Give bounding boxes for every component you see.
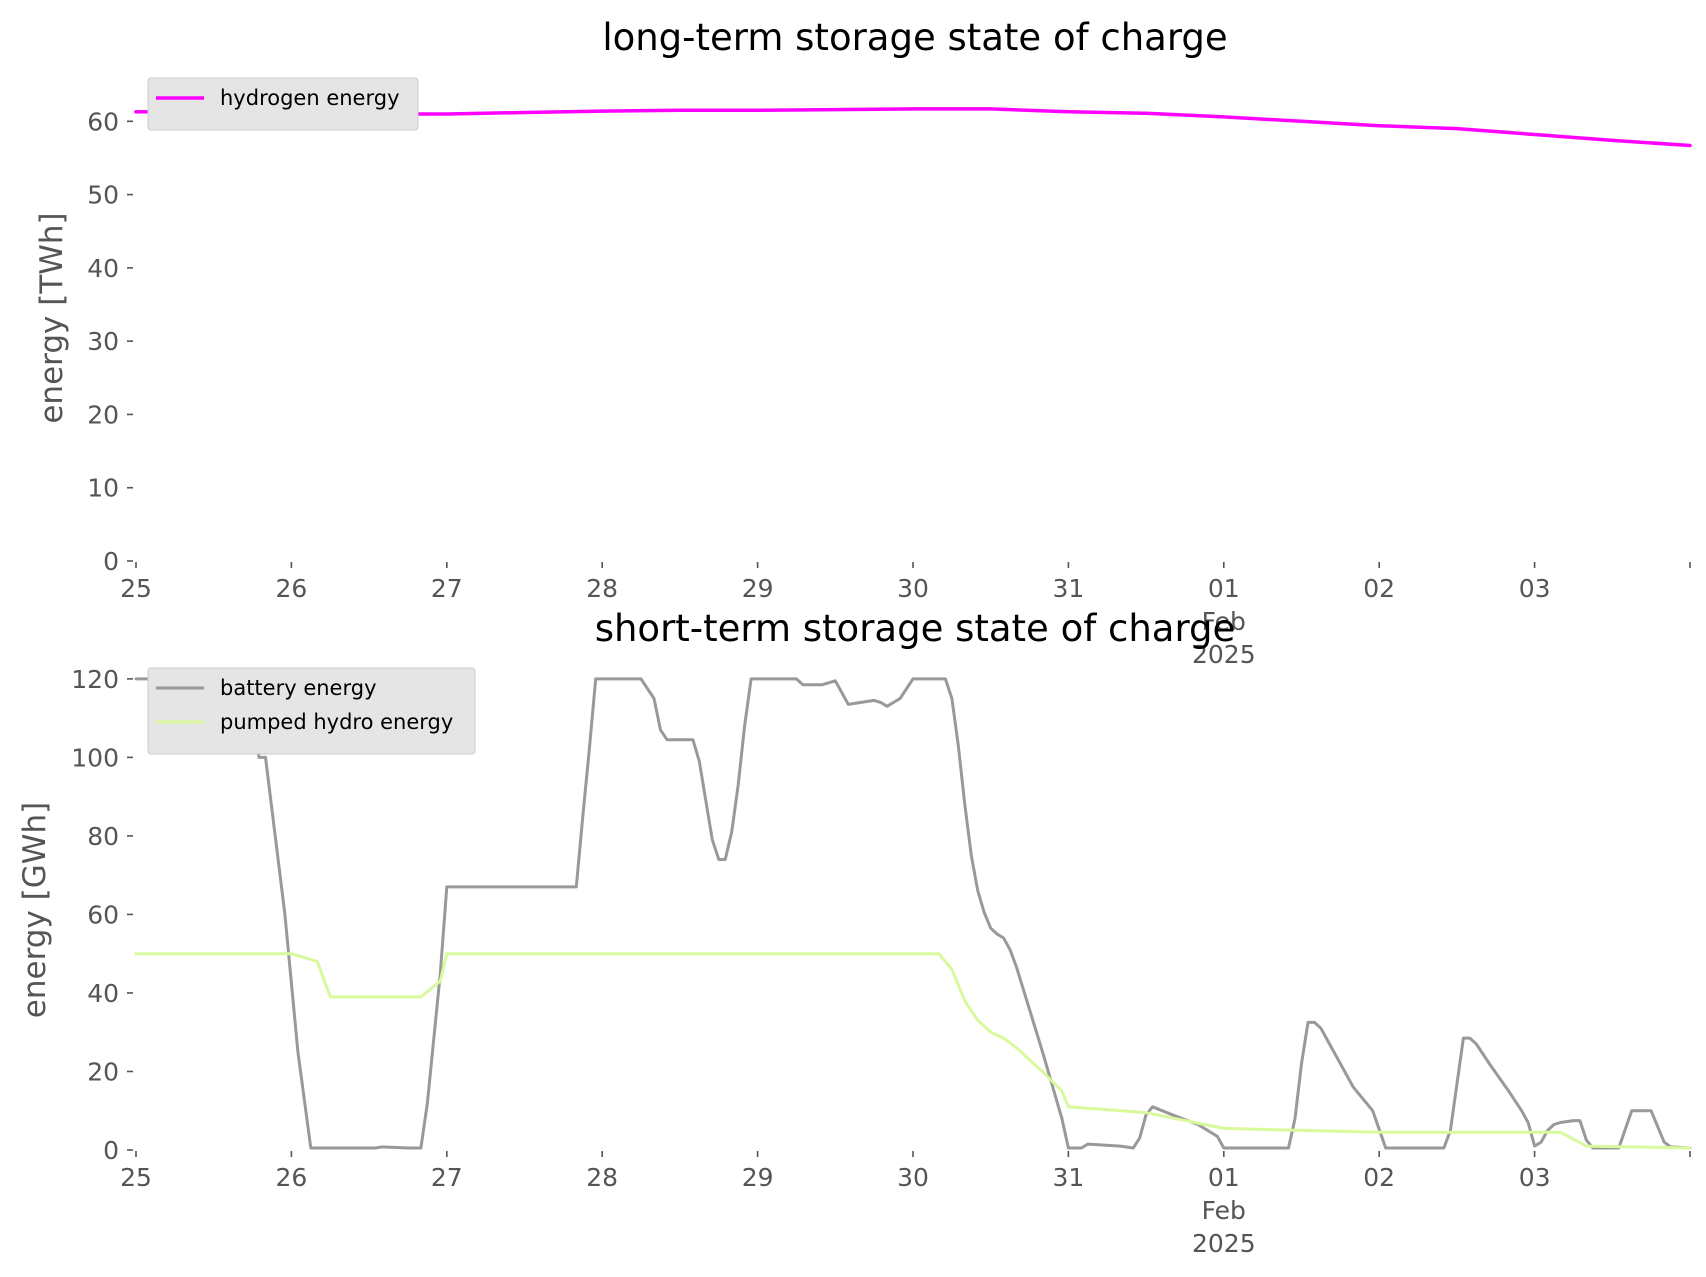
x-tick-label: 02 xyxy=(1363,574,1395,603)
legend-label: hydrogen energy xyxy=(220,86,400,110)
x-tick-label: 03 xyxy=(1519,574,1551,603)
y-tick-label: 20 xyxy=(87,1057,119,1086)
x-tick-label: 01 Feb 2025 xyxy=(1192,1163,1256,1258)
legend: hydrogen energy xyxy=(147,77,419,131)
x-tick-label: 27 xyxy=(431,1163,463,1192)
long-term-storage-chart: long-term storage state of charge energy… xyxy=(34,16,1692,669)
y-tick-label: 0 xyxy=(103,1136,119,1165)
legend: battery energy pumped hydro energy xyxy=(147,667,476,755)
y-tick-label: 60 xyxy=(87,107,119,136)
chart-title: short-term storage state of charge xyxy=(595,607,1236,650)
short-term-storage-chart: short-term storage state of charge energ… xyxy=(17,607,1692,1258)
y-tick-label: 40 xyxy=(87,979,119,1008)
x-axis-ticks: 25 26 27 28 29 30 31 01 Feb 2025 02 03 xyxy=(120,1151,1691,1258)
x-tick-label: 30 xyxy=(897,574,929,603)
y-tick-label: 20 xyxy=(87,400,119,429)
y-tick-label: 120 xyxy=(71,665,119,694)
x-tick-label: 31 xyxy=(1052,1163,1084,1192)
x-tick-label: 29 xyxy=(742,1163,774,1192)
y-axis-ticks: 0 10 20 30 40 50 60 xyxy=(87,107,133,576)
y-tick-label: 40 xyxy=(87,254,119,283)
legend-label: pumped hydro energy xyxy=(220,710,453,734)
x-tick-label: 28 xyxy=(586,574,618,603)
x-tick-label: 26 xyxy=(275,1163,307,1192)
x-tick-label: 25 xyxy=(120,1163,152,1192)
y-axis-label: energy [GWh] xyxy=(17,802,53,1018)
x-tick-label: 31 xyxy=(1052,574,1084,603)
y-tick-label: 100 xyxy=(71,743,119,772)
series-lines xyxy=(134,677,1692,1150)
series-line-0 xyxy=(134,677,1692,1150)
x-tick-label: 28 xyxy=(586,1163,618,1192)
x-tick-label: 01 Feb 2025 xyxy=(1192,574,1256,669)
x-tick-label: 02 xyxy=(1363,1163,1395,1192)
x-tick-label: 26 xyxy=(275,574,307,603)
y-tick-label: 30 xyxy=(87,327,119,356)
y-axis-ticks: 0 20 40 60 80 100 120 xyxy=(71,665,133,1165)
x-tick-label: 25 xyxy=(120,574,152,603)
x-tick-label: 03 xyxy=(1519,1163,1551,1192)
y-tick-label: 0 xyxy=(103,547,119,576)
y-tick-label: 50 xyxy=(87,181,119,210)
x-tick-label: 29 xyxy=(742,574,774,603)
legend-box xyxy=(147,77,419,131)
y-tick-label: 60 xyxy=(87,900,119,929)
y-tick-label: 80 xyxy=(87,822,119,851)
series-line-1 xyxy=(134,952,1692,1150)
chart-title: long-term storage state of charge xyxy=(602,16,1227,59)
x-tick-label: 30 xyxy=(897,1163,929,1192)
legend-box xyxy=(147,667,476,755)
legend-label: battery energy xyxy=(220,676,377,700)
y-axis-label: energy [TWh] xyxy=(34,212,70,423)
x-tick-label: 27 xyxy=(431,574,463,603)
x-axis-ticks: 25 26 27 28 29 30 31 01 Feb 2025 02 03 xyxy=(120,562,1691,669)
y-tick-label: 10 xyxy=(87,474,119,503)
